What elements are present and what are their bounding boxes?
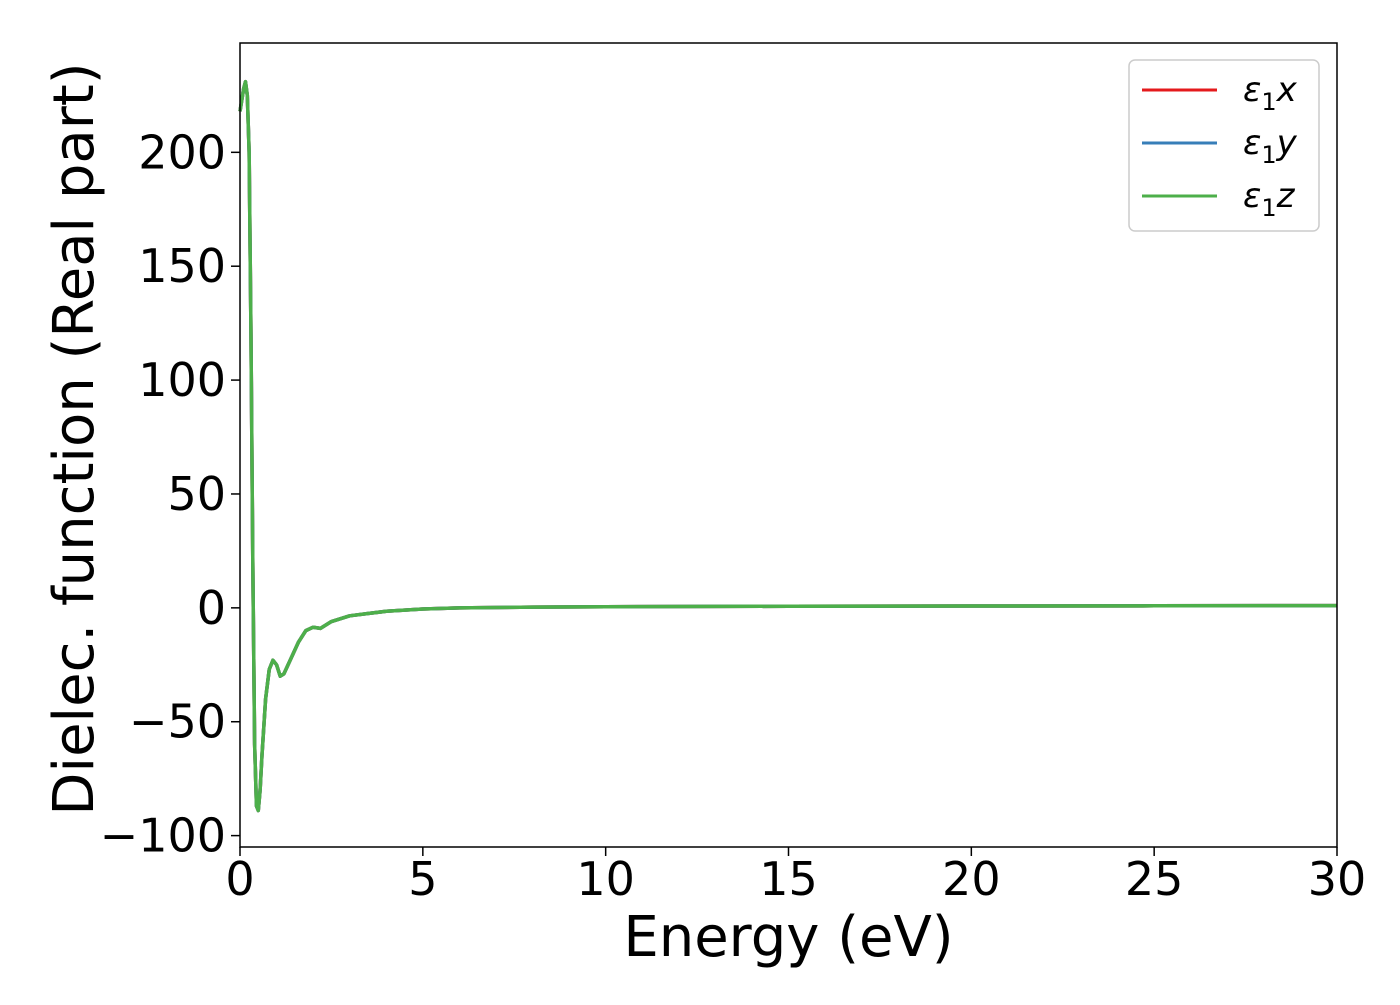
y-axis-ticks: −100 −50 0 50 100 150 200 [100,125,240,863]
legend-subscript: 1 [1261,141,1276,169]
legend-subscript: 1 [1261,194,1276,222]
y-tick-label: −50 [129,695,226,749]
legend-subscript: 1 [1261,88,1276,116]
legend-symbol: ε [1243,176,1261,216]
y-tick-label: 100 [138,353,226,407]
y-tick-label: 50 [167,467,226,521]
legend-variable: y [1276,123,1298,163]
legend-symbol: ε [1243,70,1261,110]
x-tick-label: 5 [408,852,437,906]
x-axis-ticks: 0 5 10 15 20 25 30 [225,847,1366,906]
series-layer [238,79,1338,813]
x-axis-title: Energy (eV) [623,905,953,970]
y-tick-label: 200 [138,125,226,179]
y-tick-label: 0 [197,581,226,635]
x-tick-label: 15 [759,852,818,906]
x-tick-label: 20 [942,852,1001,906]
legend-symbol: ε [1243,123,1261,163]
y-tick-label: 150 [138,239,226,293]
legend-box [1128,59,1320,232]
y-axis-title: Dielec. function (Real part) [42,62,107,815]
x-tick-label: 10 [576,852,635,906]
legend-label-y: ε1y [1243,123,1298,169]
legend-variable: z [1276,176,1296,216]
x-tick-label: 0 [225,852,254,906]
x-tick-label: 25 [1125,852,1184,906]
legend-label-x: ε1x [1243,70,1298,116]
legend-variable: x [1276,70,1298,110]
x-tick-label: 30 [1308,852,1367,906]
legend-label-z: ε1z [1243,176,1296,222]
y-tick-label: −100 [100,809,226,863]
series-line-z [238,79,1338,813]
